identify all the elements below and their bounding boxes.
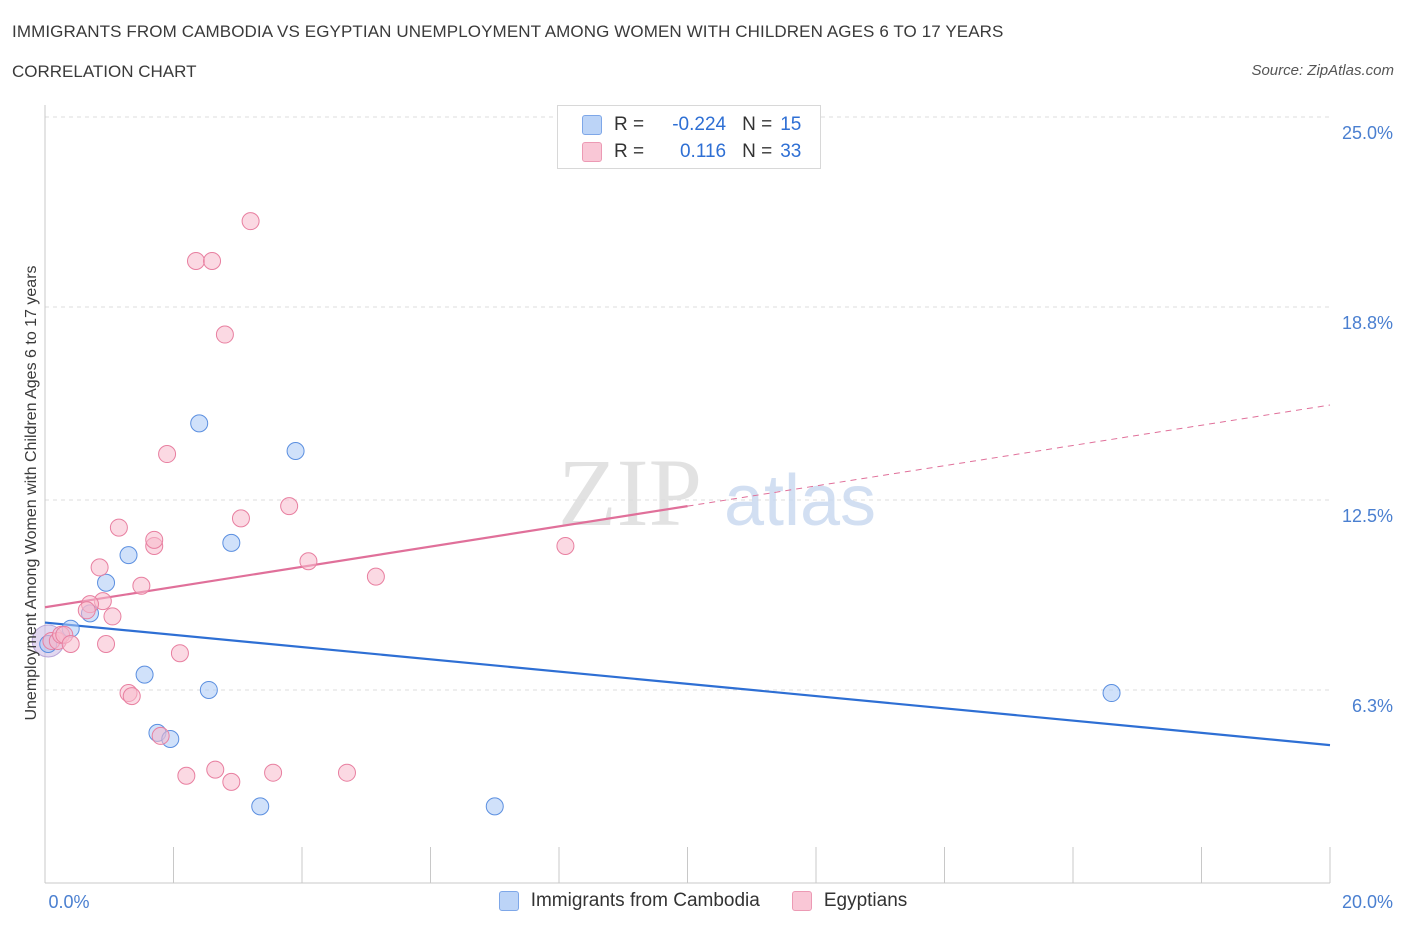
watermark: ZIP atlas — [558, 439, 876, 546]
watermark-zip: ZIP — [558, 439, 702, 546]
trend-line — [44, 505, 688, 609]
data-point-egyptians — [280, 497, 299, 516]
legend-item-cambodia[interactable]: Immigrants from Cambodia — [498, 890, 760, 912]
legend-row-cambodia: R = -0.224 N = 15 — [582, 113, 801, 137]
trend-lines — [44, 404, 1331, 747]
data-point-egyptians — [206, 760, 225, 779]
data-point-egyptians — [132, 576, 151, 595]
watermark-atlas: atlas — [724, 461, 876, 541]
data-point-egyptians — [215, 325, 234, 344]
legend-item-egyptians[interactable]: Egyptians — [791, 890, 908, 912]
data-point-egyptians — [299, 552, 318, 571]
legend-label-egyptians: Egyptians — [823, 890, 908, 911]
data-point-egyptians — [145, 530, 164, 549]
data-point-egyptians — [103, 607, 122, 626]
legend-r-label: R = — [614, 114, 645, 135]
data-point-egyptians — [158, 445, 177, 464]
legend-n-label: N = — [742, 114, 773, 135]
data-point-egyptians — [97, 635, 116, 654]
data-point-cambodia — [485, 797, 504, 816]
data-point-egyptians — [241, 212, 260, 231]
data-point-egyptians — [222, 772, 241, 791]
data-point-egyptians — [186, 252, 205, 271]
legend-n-label: N = — [742, 141, 773, 162]
data-point-cambodia — [135, 665, 154, 684]
data-point-egyptians — [77, 601, 96, 620]
trend-line — [44, 621, 1331, 747]
data-point-cambodia — [1102, 684, 1121, 703]
data-point-cambodia — [222, 533, 241, 552]
y-tick-label: 25.0% — [1342, 123, 1393, 143]
data-point-cambodia — [286, 441, 305, 460]
y-tick-label: 18.8% — [1342, 313, 1393, 333]
data-point-egyptians — [61, 635, 80, 654]
data-point-cambodia — [190, 414, 209, 433]
data-point-egyptians — [90, 558, 109, 577]
legend-n-value: 33 — [780, 141, 802, 162]
y-axis-label: Unemployment Among Women with Children A… — [23, 265, 40, 720]
data-point-cambodia — [97, 573, 116, 592]
chart-title: IMMIGRANTS FROM CAMBODIA VS EGYPTIAN UNE… — [12, 22, 1004, 41]
x-tick-labels: 0.0% 20.0% — [48, 892, 1393, 912]
data-point-cambodia — [199, 680, 218, 699]
data-point-egyptians — [556, 536, 575, 555]
series-legend: Immigrants from Cambodia Egyptians — [0, 890, 1406, 912]
y-tick-label: 12.5% — [1342, 506, 1393, 526]
legend-row-egyptians: R = 0.116 N = 33 — [582, 140, 801, 164]
data-point-egyptians — [122, 687, 141, 706]
data-point-cambodia — [251, 797, 270, 816]
legend-r-label: R = — [614, 141, 645, 162]
x-tick-label: 0.0% — [48, 892, 89, 912]
data-point-egyptians — [264, 763, 283, 782]
data-point-egyptians — [151, 726, 170, 745]
data-point-egyptians — [366, 567, 385, 586]
data-point-egyptians — [177, 766, 196, 785]
correlation-legend: R = -0.224 N = 15 R = 0.116 N = 33 — [557, 105, 821, 169]
grid-lines — [45, 116, 1330, 691]
data-point-egyptians — [109, 518, 128, 537]
x-tick-label: 20.0% — [1342, 892, 1393, 912]
legend-r-value: -0.224 — [672, 114, 727, 135]
data-point-egyptians — [203, 252, 222, 271]
data-point-cambodia — [119, 546, 138, 565]
chart-subtitle: CORRELATION CHART — [12, 62, 197, 81]
trend-line-extension — [687, 404, 1331, 507]
y-tick-label: 6.3% — [1352, 696, 1393, 716]
legend-swatch-egyptians — [582, 142, 602, 162]
y-tick-labels: 6.3% 12.5% 18.8% 25.0% — [1342, 123, 1393, 716]
legend-swatch-egyptians — [791, 891, 812, 911]
legend-r-value: 0.116 — [679, 141, 727, 162]
legend-n-value: 15 — [780, 114, 802, 135]
data-point-egyptians — [170, 644, 189, 663]
axes — [44, 105, 1331, 884]
data-point-egyptians — [231, 509, 250, 528]
legend-swatch-cambodia — [498, 891, 519, 911]
data-points — [31, 212, 1121, 816]
data-point-egyptians — [337, 763, 356, 782]
legend-swatch-cambodia — [582, 115, 602, 135]
source-label: Source: ZipAtlas.com — [1251, 62, 1394, 79]
legend-label-cambodia: Immigrants from Cambodia — [530, 890, 760, 911]
